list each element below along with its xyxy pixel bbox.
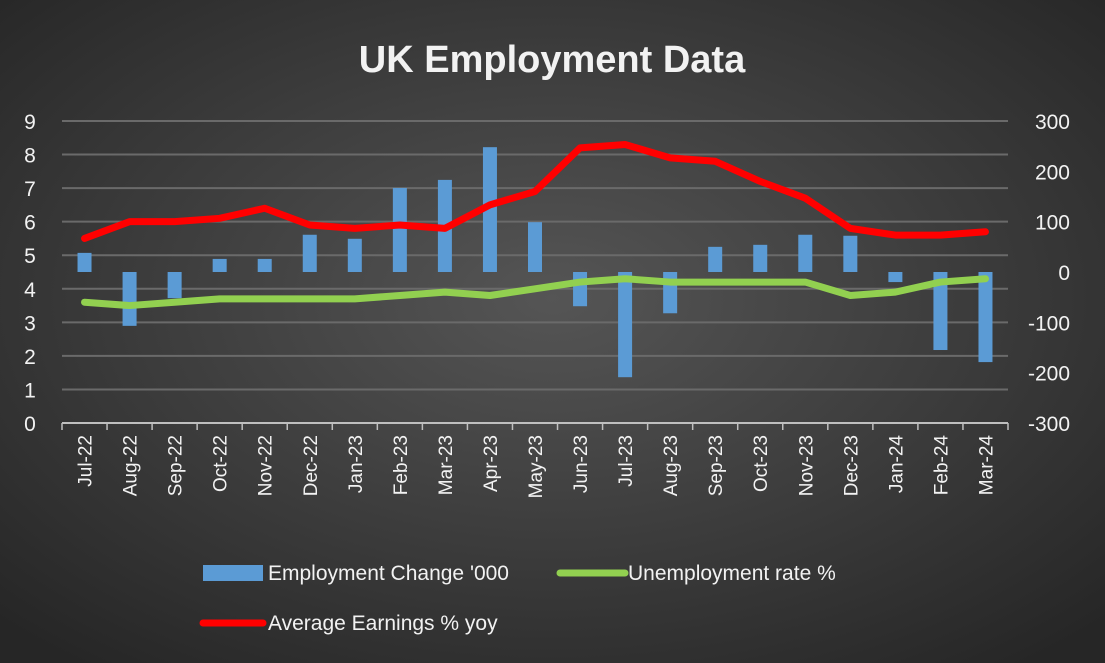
left-tick-label: 5	[24, 245, 36, 268]
bar-employment-change	[618, 272, 633, 378]
bar-employment-change	[167, 272, 182, 299]
x-tick-label: Aug-23	[661, 435, 682, 496]
left-tick-label: 2	[24, 346, 36, 369]
right-tick-label: 100	[1035, 212, 1070, 235]
bar-employment-change	[77, 252, 92, 272]
left-tick-label: 4	[24, 279, 36, 302]
x-tick-label: Jan-23	[346, 435, 367, 493]
bar-employment-change	[392, 187, 407, 272]
line-average-earnings	[81, 140, 989, 242]
x-tick-label: Dec-23	[841, 435, 862, 496]
right-tick-label: 200	[1035, 161, 1070, 184]
bar-employment-change	[482, 147, 497, 272]
x-tick-label: Sep-23	[706, 435, 727, 496]
x-tick-label: Nov-23	[796, 435, 817, 496]
bar-employment-change	[573, 272, 588, 307]
left-tick-label: 8	[24, 145, 36, 168]
x-tick-label: Mar-23	[436, 435, 457, 495]
x-tick-label: Jul-22	[76, 435, 97, 487]
legend-label-unemployment-rate: Unemployment rate %	[628, 562, 836, 585]
right-tick-label: -100	[1028, 312, 1070, 335]
bar-employment-change	[753, 244, 768, 272]
left-tick-label: 7	[24, 178, 36, 201]
bar-employment-change	[978, 272, 993, 363]
x-tick-label: May-23	[526, 435, 547, 498]
x-tick-label: Jan-24	[886, 435, 907, 494]
x-tick-label: Sep-22	[166, 435, 187, 496]
legend-label-average-earnings: Average Earnings % yoy	[268, 612, 498, 635]
bar-employment-change	[708, 246, 723, 272]
x-tick-label: Apr-23	[481, 435, 502, 492]
left-tick-label: 0	[24, 413, 36, 436]
legend-swatch-employment-change	[203, 565, 263, 581]
x-tick-label: Oct-22	[211, 435, 232, 492]
left-tick-label: 3	[24, 312, 36, 335]
bar-employment-change	[257, 258, 272, 272]
bar-employment-change	[528, 222, 542, 272]
bar-employment-change	[347, 238, 362, 272]
x-tick-label: Jul-23	[616, 435, 637, 487]
x-tick-label: Nov-22	[256, 435, 277, 496]
bar-employment-change	[663, 272, 678, 314]
x-tick-label: Feb-24	[931, 435, 952, 496]
x-tick-label: Mar-24	[976, 435, 997, 496]
right-tick-label: -300	[1028, 413, 1070, 436]
bar-employment-change	[933, 272, 948, 351]
right-tick-label: 300	[1035, 111, 1070, 134]
right-tick-label: 0	[1058, 262, 1070, 285]
line-unemployment-rate	[81, 275, 989, 310]
bar-employment-change	[843, 235, 858, 272]
legend-label-employment-change: Employment Change '000	[268, 562, 509, 585]
left-tick-label: 9	[24, 111, 36, 134]
x-tick-label: Dec-22	[301, 435, 322, 496]
bar-employment-change	[122, 272, 137, 326]
left-tick-label: 6	[24, 212, 36, 235]
bar-employment-change	[798, 234, 813, 272]
left-tick-label: 1	[24, 379, 36, 402]
right-tick-label: -200	[1028, 363, 1070, 386]
x-tick-label: Jun-23	[571, 435, 592, 493]
x-tick-label: Oct-23	[751, 435, 772, 492]
bar-employment-change	[888, 272, 903, 283]
bar-employment-change	[212, 258, 227, 272]
chart-title: UK Employment Data	[359, 39, 746, 81]
bar-employment-change	[302, 234, 317, 272]
x-tick-label: Feb-23	[391, 435, 412, 495]
x-tick-label: Aug-22	[121, 435, 142, 496]
